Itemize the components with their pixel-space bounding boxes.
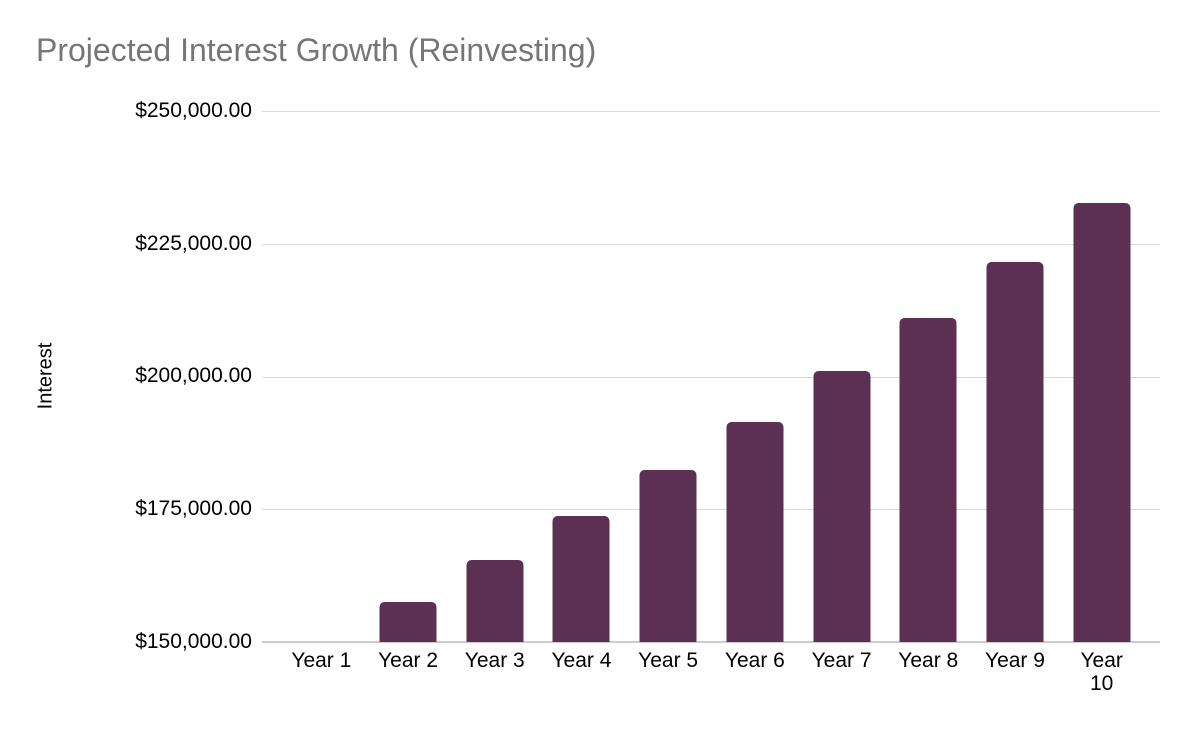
bar-slot: Year 10	[1058, 111, 1145, 695]
bar-year-4[interactable]	[552, 516, 610, 642]
bar-slot: Year 9	[972, 111, 1059, 672]
x-axis-label: Year 9	[984, 649, 1045, 672]
y-tick-label: $225,000.00	[135, 232, 252, 255]
bar-slot: Year 8	[885, 111, 972, 672]
bar-slot: Year 3	[451, 111, 538, 672]
bars-area: Year 1 Year 2 Year 3 Year 4 Year 5 Year …	[278, 111, 1145, 695]
chart-title: Projected Interest Growth (Reinvesting)	[36, 32, 597, 68]
gridline	[262, 111, 1160, 112]
bar-year-5[interactable]	[639, 470, 697, 642]
x-axis-label: Year 8	[898, 649, 959, 672]
bar-year-10[interactable]	[1073, 202, 1131, 642]
x-axis-line	[262, 641, 1160, 643]
gridline	[262, 509, 1160, 511]
x-axis-label: Year 3	[464, 649, 525, 672]
y-tick-label: $250,000.00	[135, 99, 252, 122]
y-tick-label: $150,000.00	[135, 630, 252, 653]
bar-year-7[interactable]	[813, 371, 871, 642]
x-axis-label: Year 4	[551, 649, 612, 672]
y-axis-title: Interest	[34, 342, 57, 410]
gridline	[262, 243, 1160, 245]
bar-slot: Year 6	[712, 111, 799, 672]
bar-slot: Year 1	[278, 111, 365, 672]
bar-year-2[interactable]	[379, 602, 437, 642]
plot-area	[262, 111, 1160, 643]
y-tick-label: $200,000.00	[135, 364, 252, 387]
bar-year-6[interactable]	[726, 421, 784, 642]
x-axis-label: Year 5	[638, 649, 699, 672]
gridline	[262, 376, 1160, 378]
bar-year-8[interactable]	[899, 317, 957, 642]
bar-year-9[interactable]	[986, 261, 1044, 642]
x-axis-label: Year 1	[291, 649, 352, 672]
bar-slot: Year 4	[538, 111, 625, 672]
bar-year-3[interactable]	[466, 560, 524, 642]
y-tick-label: $175,000.00	[135, 497, 252, 520]
bar-slot: Year 7	[798, 111, 885, 672]
bar-slot: Year 5	[625, 111, 712, 672]
x-axis-label: Year 10	[1080, 649, 1123, 695]
x-axis-label: Year 7	[811, 649, 872, 672]
x-axis-label: Year 6	[724, 649, 785, 672]
bar-slot: Year 2	[365, 111, 452, 672]
x-axis-label: Year 2	[378, 649, 439, 672]
